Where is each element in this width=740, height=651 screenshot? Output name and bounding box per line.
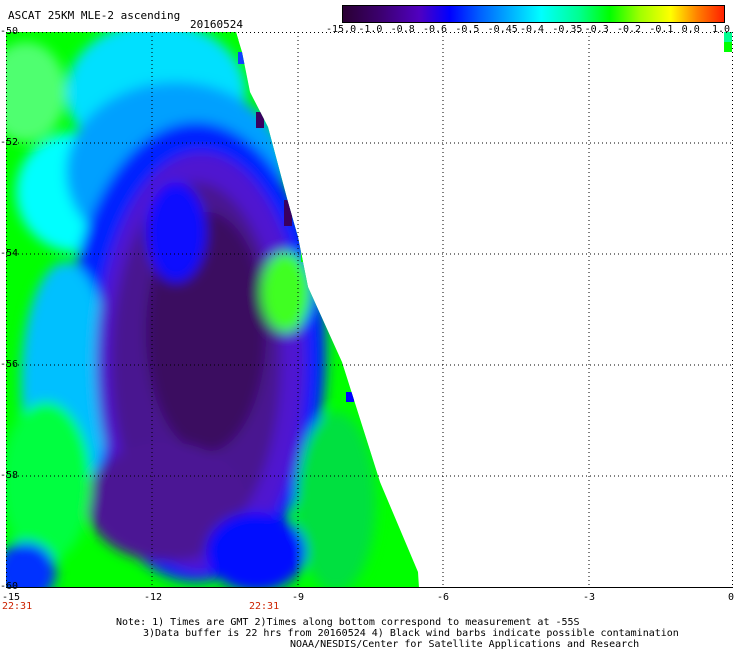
time-label-left: 22:31 [2, 601, 33, 612]
lon-label-6: -6 [437, 592, 450, 603]
colorbar-label: -0.45 [487, 24, 518, 35]
lat-label-60: -60 [0, 581, 19, 592]
colorbar-label: -0.5 [455, 24, 480, 35]
colorbar-label: -0.4 [520, 24, 545, 35]
note-line-1: Note: 1) Times are GMT 2)Times along bot… [116, 617, 580, 628]
note-line-2: 3)Data buffer is 22 hrs from 20160524 4)… [143, 628, 679, 639]
lat-label-52: -52 [0, 137, 19, 148]
colorbar-label: -0.1 [649, 24, 674, 35]
lon-label-15: -15 [2, 592, 21, 603]
lon-label-3: -3 [583, 592, 596, 603]
colorbar-label: -1.0 [358, 24, 383, 35]
chart-title: ASCAT 25KM MLE-2 ascending [8, 9, 181, 22]
colorbar-label: -0.6 [423, 24, 448, 35]
lat-label-56: -56 [0, 359, 19, 370]
graticule [6, 32, 733, 588]
colorbar-label: -0.2 [617, 24, 642, 35]
map-plot [6, 32, 733, 588]
colorbar-label: -15.0 [326, 24, 357, 35]
lat-label-54: -54 [0, 248, 19, 259]
lon-label-9: -9 [292, 592, 305, 603]
lon-label-0: 0 [728, 592, 735, 603]
colorbar [342, 5, 725, 23]
lon-label-12: -12 [144, 592, 163, 603]
colorbar-label: 1.0 [712, 24, 731, 35]
lat-label-50: -50 [0, 26, 19, 37]
lat-label-58: -58 [0, 470, 19, 481]
note-line-3: NOAA/NESDIS/Center for Satellite Applica… [290, 639, 640, 650]
chart-date: 20160524 [190, 18, 243, 31]
colorbar-label: 0.0 [681, 24, 700, 35]
colorbar-label: -0.8 [390, 24, 415, 35]
colorbar-label: -0.35 [552, 24, 583, 35]
colorbar-label: -0.3 [584, 24, 609, 35]
swath-data [6, 32, 419, 588]
time-label-mid: 22:31 [249, 601, 280, 612]
